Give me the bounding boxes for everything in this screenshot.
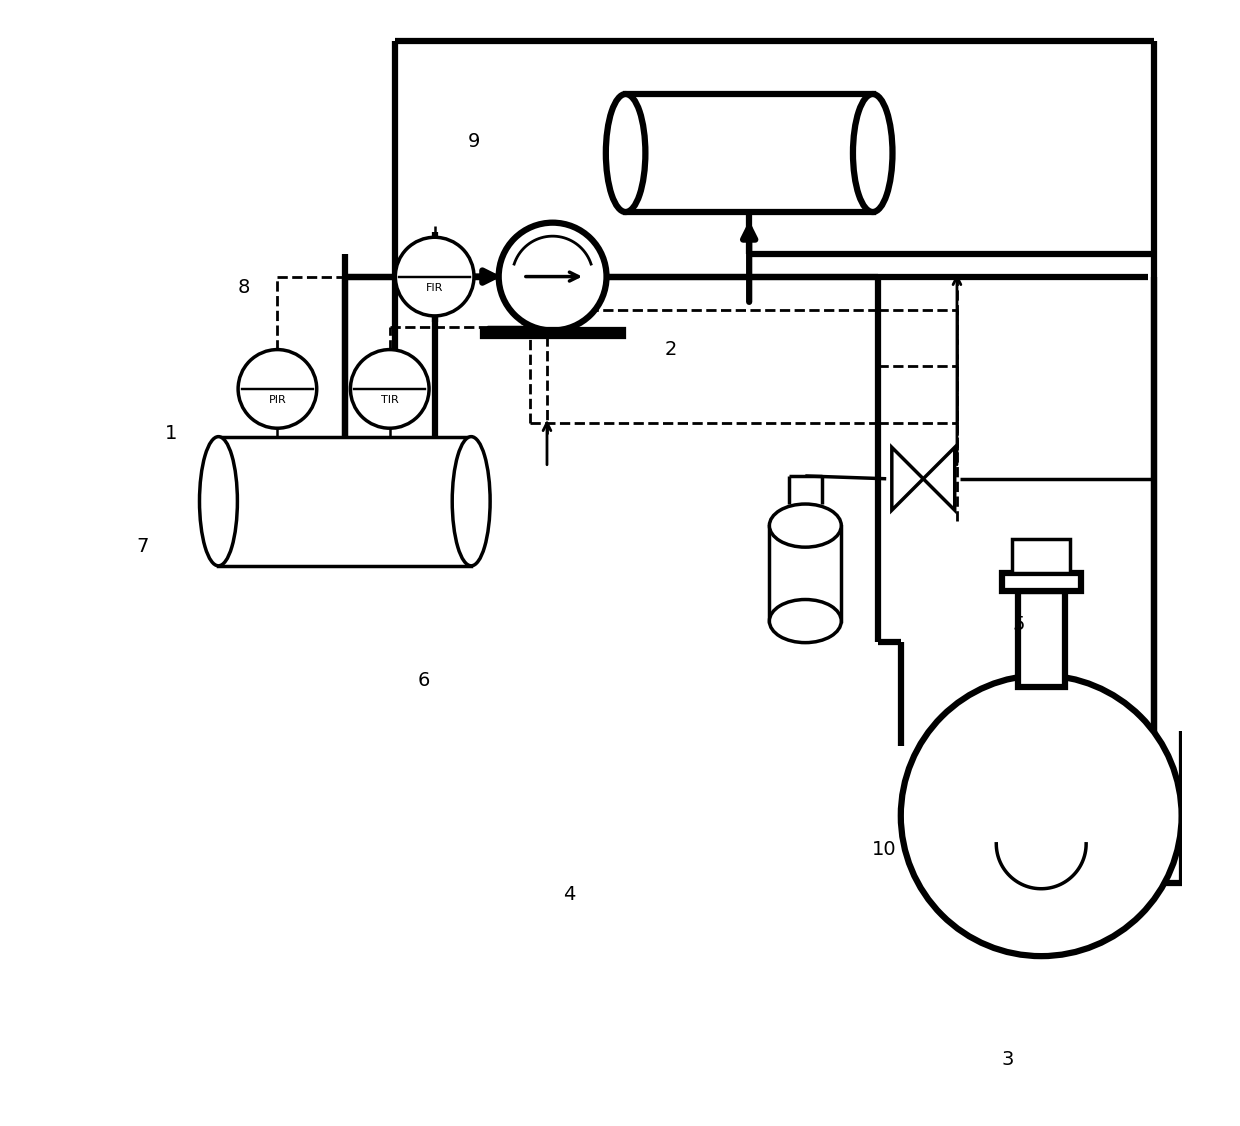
Circle shape <box>498 223 606 331</box>
Text: TIR: TIR <box>381 395 398 405</box>
Circle shape <box>396 238 474 316</box>
Ellipse shape <box>853 95 893 212</box>
Bar <box>1012 539 1070 573</box>
Bar <box>218 437 471 565</box>
Circle shape <box>238 349 316 428</box>
Ellipse shape <box>769 504 841 547</box>
Text: 6: 6 <box>417 671 429 690</box>
Bar <box>1002 573 1080 591</box>
Ellipse shape <box>453 437 490 565</box>
Text: 7: 7 <box>136 537 149 555</box>
Bar <box>769 526 841 622</box>
Text: PIR: PIR <box>269 395 286 405</box>
Bar <box>626 95 873 212</box>
Text: 9: 9 <box>467 132 480 151</box>
Text: 1: 1 <box>165 425 177 444</box>
Text: 5: 5 <box>1013 615 1025 634</box>
Ellipse shape <box>769 599 841 643</box>
Text: 3: 3 <box>1002 1049 1013 1069</box>
Ellipse shape <box>606 95 645 212</box>
Bar <box>1018 591 1065 687</box>
Polygon shape <box>482 331 622 336</box>
Circle shape <box>351 349 429 428</box>
Polygon shape <box>924 447 955 510</box>
Text: 10: 10 <box>872 840 897 859</box>
Text: 8: 8 <box>238 278 250 297</box>
Text: 2: 2 <box>665 340 677 359</box>
Polygon shape <box>892 447 924 510</box>
Ellipse shape <box>200 437 237 565</box>
Circle shape <box>900 676 1182 956</box>
Text: FIR: FIR <box>427 283 444 293</box>
Text: 4: 4 <box>563 885 575 904</box>
